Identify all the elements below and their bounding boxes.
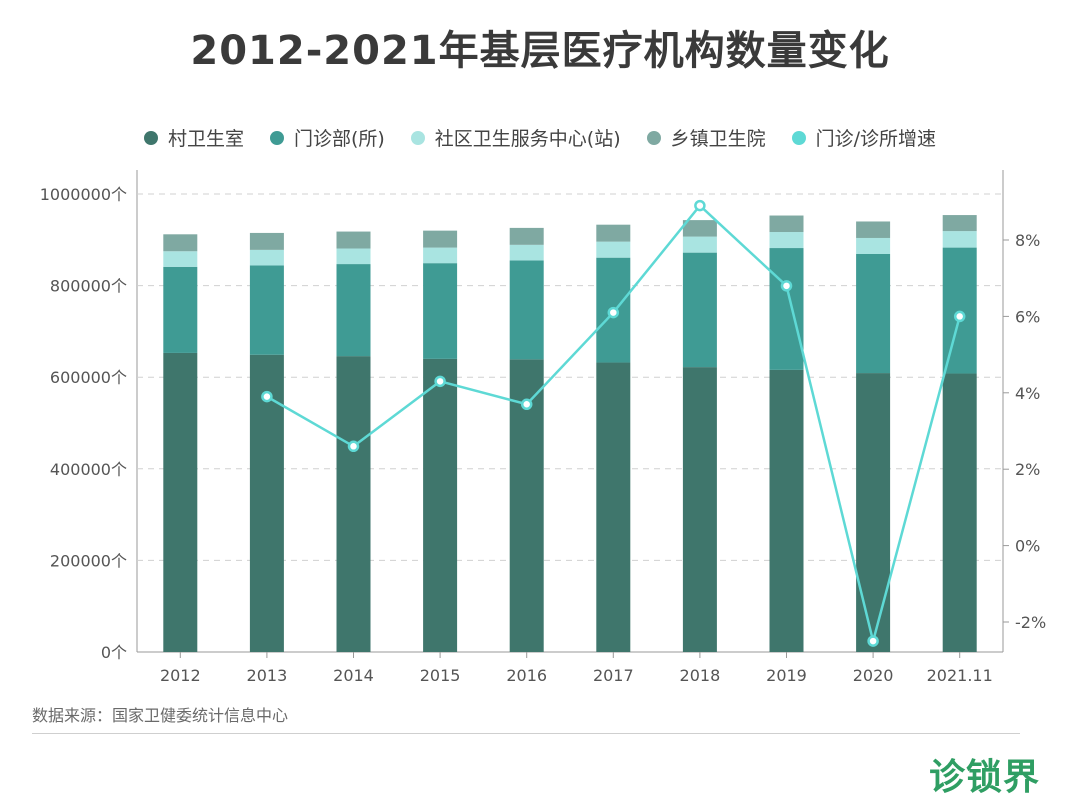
- bar-segment-1: [856, 253, 891, 374]
- bar-segment-3: [423, 230, 458, 248]
- bar-segment-1: [942, 247, 977, 374]
- legend-swatch-outpatient: [269, 130, 284, 145]
- legend-item-community: 社区卫生服务中心(站): [410, 124, 621, 151]
- bar-segment-2: [249, 249, 284, 266]
- y-right-tick-label: 0%: [1015, 537, 1040, 556]
- bar-segment-1: [769, 248, 804, 370]
- y-left-tick-label: 600000个: [50, 368, 127, 387]
- y-right-tick-label: 6%: [1015, 307, 1040, 326]
- bar-segment-3: [249, 232, 284, 250]
- y-right-tick-label: 8%: [1015, 231, 1040, 250]
- legend-label-village-clinic: 村卫生室: [167, 128, 244, 150]
- bar-segment-3: [163, 234, 198, 252]
- data-source: 数据来源：国家卫健委统计信息中心: [32, 706, 289, 725]
- bar-segment-3: [856, 221, 891, 238]
- legend-label-community: 社区卫生服务中心(站): [434, 128, 621, 150]
- y-left-tick-label: 200000个: [50, 551, 127, 570]
- bar-segment-0: [856, 373, 891, 652]
- legend-swatch-township: [646, 130, 661, 145]
- bar-segment-2: [336, 248, 371, 265]
- y-right-tick-label: 2%: [1015, 460, 1040, 479]
- legend-item-township: 乡镇卫生院: [646, 124, 766, 151]
- footer-divider: [32, 733, 1020, 734]
- y-left-tick-label: 400000个: [50, 460, 127, 479]
- bar-segment-3: [596, 224, 631, 242]
- legend-item-growth: 门诊/诊所增速: [791, 124, 937, 151]
- chart-title: 2012-2021年基层医疗机构数量变化: [190, 28, 890, 74]
- bar-segment-0: [769, 369, 804, 652]
- bar-segment-0: [423, 358, 458, 652]
- bar-segment-1: [509, 260, 544, 360]
- growth-point: [953, 310, 966, 323]
- bar-segment-0: [942, 373, 977, 652]
- legend-item-village-clinic: 村卫生室: [143, 124, 244, 151]
- x-tick-label: 2017: [593, 666, 634, 685]
- growth-point: [867, 635, 879, 647]
- bar-segment-0: [163, 352, 198, 652]
- growth-point: [520, 398, 533, 411]
- legend-swatch-growth: [791, 130, 806, 145]
- x-tick-label: 2020: [853, 666, 894, 685]
- bar-segment-3: [509, 227, 544, 245]
- x-tick-label: 2016: [506, 666, 547, 685]
- bar-segment-2: [423, 247, 458, 264]
- legend-swatch-community: [410, 130, 425, 145]
- bar-segment-2: [509, 244, 544, 261]
- bar-segment-2: [163, 251, 198, 267]
- x-tick-label: 2012: [160, 666, 201, 685]
- growth-point: [694, 199, 706, 212]
- bar-segment-2: [856, 237, 891, 254]
- bar-segment-2: [596, 241, 631, 258]
- y-right-tick-label: -2%: [1015, 613, 1046, 632]
- growth-point: [607, 306, 620, 319]
- x-tick-label: 2021.11: [927, 666, 993, 685]
- legend-label-growth: 门诊/诊所增速: [815, 128, 937, 150]
- x-tick-label: 2018: [680, 666, 721, 685]
- growth-point: [347, 440, 360, 453]
- y-right-tick-label: 4%: [1015, 384, 1040, 403]
- bar-segment-1: [423, 263, 458, 359]
- y-left-tick-label: 0个: [101, 643, 127, 662]
- bar-segment-3: [336, 231, 371, 249]
- bar-segment-1: [336, 264, 371, 357]
- legend-swatch-village-clinic: [143, 130, 158, 145]
- bar-segment-1: [163, 266, 198, 353]
- bar-segment-2: [682, 236, 717, 253]
- legend-label-township: 乡镇卫生院: [670, 128, 766, 150]
- brand-logo: 诊锁界: [928, 757, 1040, 798]
- x-tick-label: 2014: [333, 666, 374, 685]
- bar-segment-0: [682, 367, 717, 652]
- bar-segment-2: [942, 231, 977, 248]
- legend-item-outpatient: 门诊部(所): [269, 124, 385, 151]
- growth-point: [780, 280, 793, 292]
- growth-point: [261, 390, 273, 403]
- x-tick-label: 2019: [766, 666, 807, 685]
- bar-segment-0: [336, 356, 371, 652]
- x-tick-label: 2013: [247, 666, 288, 685]
- bar-segment-1: [249, 265, 284, 355]
- x-tick-label: 2015: [420, 666, 461, 685]
- legend-label-outpatient: 门诊部(所): [293, 128, 385, 150]
- bar-segment-0: [596, 362, 631, 652]
- bar-segment-3: [942, 215, 977, 232]
- bar-segment-2: [769, 232, 804, 249]
- stacked-bar-line-chart: 0个 200000个 400000个 600000个 800000个 1000000个 -2…: [40, 170, 1046, 685]
- legend: 村卫生室 门诊部(所) 社区卫生服务中心(站) 乡镇卫生院 门诊/诊所增速: [0, 124, 1080, 151]
- bar-segment-3: [682, 220, 717, 237]
- bar-segment-3: [769, 215, 804, 233]
- growth-point: [434, 375, 446, 388]
- bar-segment-1: [682, 252, 717, 368]
- y-left-tick-label: 1000000个: [40, 185, 127, 204]
- y-left-tick-label: 800000个: [50, 277, 127, 296]
